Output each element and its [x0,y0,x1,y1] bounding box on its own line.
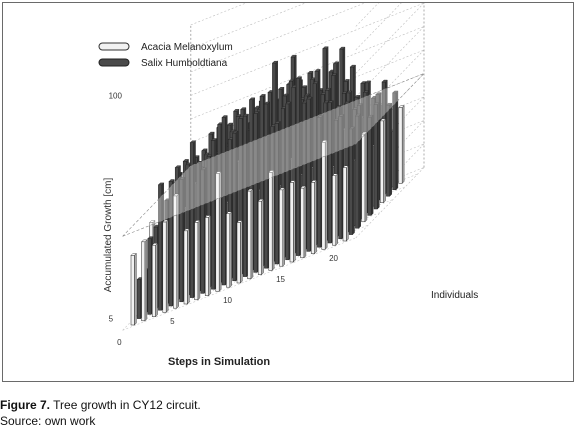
bar-acacia-step-19-row-0 [331,173,339,246]
x-axis-ticks: 0 5 10 15 20 [117,254,338,347]
bar-salix-step-20-row-4 [367,114,374,216]
bar-acacia-step-4-row-0 [172,193,180,309]
x-tick-label-5: 5 [170,317,175,326]
figure-frame: 5 100 0 5 10 15 20 Acacia Melanoxylum Salix H… [2,2,574,382]
x-axis-label: Steps in Simulation [168,356,270,368]
y-axis-label: Individuals [431,290,478,301]
bar-acacia-step-16-row-0 [300,185,307,259]
figure-caption-text: Tree growth in CY12 circuit. [53,398,201,412]
bar-acacia-step-10-row-0 [236,220,243,284]
legend-swatch-acacia [98,42,130,51]
bar-acacia-step-13-row-0 [268,169,275,271]
bar-acacia-step-20-row-0 [342,165,349,242]
legend-swatch-salix [98,58,130,67]
chart-3d-bar: 5 100 0 5 10 15 20 Acacia Melanoxylum Salix H… [98,3,478,368]
reference-plane [122,73,425,237]
bar-acacia-step-1-row-0 [141,239,148,322]
z-tick-label-5: 5 [109,315,114,324]
bar-acacia-step-2-row-0 [151,242,159,318]
bar-acacia-step-20-row-6 [379,118,387,204]
x-tick-label-20: 20 [329,254,338,263]
bar-acacia-step-17-row-0 [310,179,318,255]
figure-caption-label: Figure 7. [0,398,51,412]
legend-label-acacia: Acacia Melanoxylum [141,42,233,53]
bar-acacia-step-5-row-0 [183,228,190,305]
x-tick-label-0: 0 [117,338,122,347]
bar-acacia-step-12-row-0 [257,198,265,276]
bar-acacia-step-9-row-0 [225,211,233,288]
bar-salix-step-20-row-1 [348,126,356,236]
bar-acacia-step-15-row-0 [289,180,296,263]
legend-label-salix: Salix Humboldtiana [141,58,228,69]
bar-salix-step-20-row-7 [385,102,393,197]
bar-acacia-step-0-row-0 [130,252,137,326]
figure-caption: Figure 7. Tree growth in CY12 circuit. [0,398,201,413]
bar-salix-step-20-row-5 [373,102,380,210]
z-tick-label-100: 100 [109,91,123,100]
figure-source: Source: own work [0,414,96,428]
x-tick-label-10: 10 [223,296,232,305]
z-axis-ticks: 5 100 [109,91,123,323]
bar-acacia-step-20-row-3 [361,131,368,223]
z-axis-label: Accumulated Growth [cm] [103,178,114,293]
bar-acacia-step-3-row-0 [162,219,169,313]
bar-acacia-step-7-row-0 [204,215,212,297]
bar-acacia-step-8-row-0 [215,171,222,292]
bar-acacia-step-6-row-0 [194,219,201,301]
bar-acacia-step-20-row-9 [398,105,405,184]
x-tick-label-15: 15 [276,275,285,284]
legend: Acacia Melanoxylum Salix Humboldtiana [98,42,233,69]
bar-acacia-step-11-row-0 [247,188,254,280]
bar-salix-step-20-row-8 [392,90,399,191]
chart-bars [122,46,425,326]
bar-salix-step-20-row-2 [354,113,362,229]
bar-acacia-step-14-row-0 [278,187,286,267]
bar-acacia-step-18-row-0 [321,139,328,250]
